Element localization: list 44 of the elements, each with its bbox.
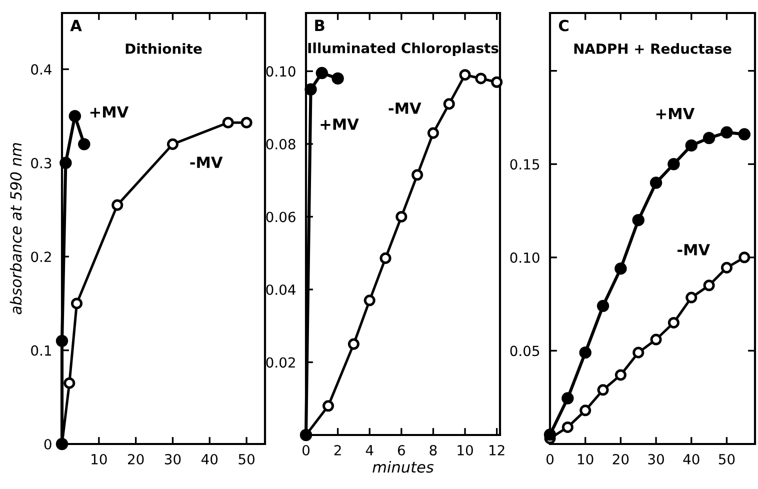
series-label: -MV [678, 244, 710, 256]
text: NADPH + Reductase [574, 43, 732, 54]
x-tick-label: 8 [430, 444, 437, 456]
y-tick-label: 0.06 [266, 212, 296, 222]
x-tick-label: 0 [546, 454, 554, 464]
y-tick-label: 0.10 [510, 252, 540, 263]
x-tick-label: 0 [302, 444, 310, 456]
text: Illuminated Chloroplasts [308, 42, 498, 56]
x-tick-label: 40 [683, 454, 700, 464]
x-tick-label: 4 [366, 445, 374, 456]
x-tick-label: 10 [458, 444, 473, 456]
x-tick-label: 40 [201, 454, 218, 464]
y-axis-title: absorbance at 590 nm [10, 143, 22, 314]
x-tick-label: 50 [238, 454, 254, 464]
y-tick-label: 0.3 [31, 158, 52, 168]
chart-title: B [315, 20, 324, 31]
series-label: +MV [320, 118, 359, 130]
chart-title: C [558, 20, 568, 32]
x-tick-label: 2 [334, 444, 341, 456]
y-tick-label: 0.05 [510, 346, 540, 356]
x-tick-label: 10 [92, 454, 107, 464]
y-tick-label: 0.2 [31, 252, 51, 262]
y-tick-label: 0.15 [510, 159, 540, 170]
x-tick-label: 12 [490, 444, 504, 456]
series-label: +MV [90, 106, 129, 118]
x-tick-label: 20 [612, 454, 629, 464]
series-label: +MV [656, 108, 695, 120]
series-label: -MV [190, 156, 223, 168]
y-tick-label: 0.10 [266, 66, 296, 77]
x-tick-label: 20 [128, 454, 144, 464]
x-tick-label: 50 [718, 454, 735, 464]
x-tick-label: 6 [398, 444, 405, 456]
x-axis-title: minutes [372, 460, 434, 473]
y-tick-label: 0.02 [266, 357, 295, 368]
y-tick-label: 0.4 [31, 64, 52, 75]
y-tick-label: 0.04 [266, 284, 296, 295]
y-tick-label: 0.1 [31, 345, 51, 356]
text: Dithionite [126, 43, 202, 54]
x-tick-label: 30 [164, 454, 181, 464]
chart-title: A [70, 20, 82, 32]
y-tick-label: 0.08 [266, 138, 296, 150]
x-tick-label: 30 [648, 454, 664, 464]
series-label: -MV [388, 102, 422, 114]
x-tick-label: 10 [578, 454, 594, 464]
